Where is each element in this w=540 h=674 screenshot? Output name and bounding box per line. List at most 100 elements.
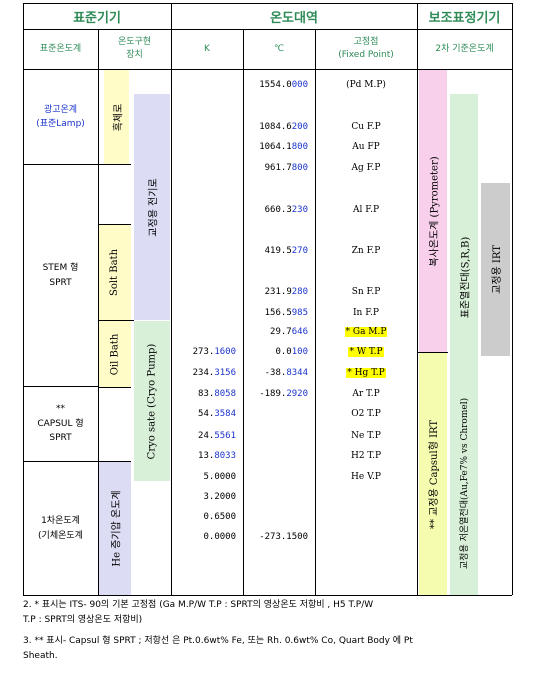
kelvin-value-frac: 3156 xyxy=(214,368,236,378)
device-calib-furnace-label: 교정용 전기로 xyxy=(148,177,160,237)
std-capsul: ** CAPSUL 형 SPRT xyxy=(23,387,98,461)
fixed-point: * W T.P xyxy=(316,347,416,357)
header-aux: 보조표정기기 xyxy=(428,10,501,26)
header-range: 온도대역 xyxy=(270,10,318,26)
std-gas-line2: (기체온도계 xyxy=(38,530,83,541)
kelvin-value-int: 13. xyxy=(198,451,215,461)
subheader-celsius: ℃ xyxy=(273,43,285,54)
celsius-value-int: 1554.0 xyxy=(259,80,292,90)
fixed-point: He V.P xyxy=(316,472,416,482)
cryostat-block xyxy=(134,321,170,481)
subheader-device-line2: 장치 xyxy=(126,50,143,60)
celsius-value-frac: 985 xyxy=(291,308,308,318)
col-border-std xyxy=(98,29,99,595)
celsius-value: 156.5985 xyxy=(246,308,308,318)
fixed-point-label: Sn F.P xyxy=(351,287,381,297)
kelvin-value-frac: 5561 xyxy=(214,431,236,441)
note-3-line1: 3. ** 표시- Capsul 형 SPRT ; 저항선 은 Pt.0.6wt… xyxy=(23,636,413,646)
row-divider-oil xyxy=(98,320,134,321)
fixed-point: (Pd M.P) xyxy=(316,80,416,90)
celsius-value: 1064.1800 xyxy=(246,142,308,152)
row-divider-bath xyxy=(98,224,131,225)
note-2-line2: T.P : SPRT의 영상온도 저항비) xyxy=(23,615,143,626)
fixed-point: * Hg T.P xyxy=(316,368,416,378)
kelvin-value: 3.2000 xyxy=(176,492,236,502)
aux-low-tc: 교정용 저온열전대(Au,Fe7% vs Chromel) xyxy=(450,372,478,595)
col-border-fp xyxy=(417,3,418,595)
celsius-value-frac: 200 xyxy=(291,122,308,132)
header-standard: 표준기기 xyxy=(73,10,121,26)
celsius-value: 1084.6200 xyxy=(246,122,308,132)
kelvin-value-int: 234. xyxy=(192,368,215,378)
celsius-value-int: -38. xyxy=(264,368,287,378)
subheader-fixed-line1: 고정점 xyxy=(353,37,379,48)
kelvin-value-int: 24. xyxy=(198,431,215,441)
aux-irt: 교정용 IRT xyxy=(481,183,510,356)
device-calib-furnace: 교정용 전기로 xyxy=(134,94,170,320)
aux-pyrometer: 복사온도계 (Pyrometer) xyxy=(419,70,447,352)
std-sprt: STEM 형 SPRT xyxy=(23,165,98,386)
col-border-right xyxy=(512,3,513,595)
aux-capsul-irt-label: ** 교정용 Capsul형 IRT xyxy=(429,419,441,529)
row-divider-he xyxy=(98,461,131,462)
note-2: 2. * 표시는 ITS- 90의 기본 고정점 (Ga M.P/W T.P :… xyxy=(23,598,523,629)
celsius-value-frac: 800 xyxy=(291,163,308,173)
kelvin-value: 0.0000 xyxy=(176,532,236,542)
row-divider-oil-bottom xyxy=(98,387,131,388)
note-3-line2: Sheath. xyxy=(23,651,58,662)
kelvin-value: 234.3156 xyxy=(176,368,236,378)
oil-bath-block xyxy=(99,321,131,387)
fixed-point: Al F.P xyxy=(316,205,416,215)
note-3: 3. ** 표시- Capsul 형 SPRT ; 저항선 은 Pt.0.6wt… xyxy=(23,634,523,665)
fixed-point-label: * Hg T.P xyxy=(346,368,386,378)
kelvin-value-int: 83. xyxy=(198,389,215,399)
aux-srb-label: 표준열전대(S,R,B) xyxy=(460,236,472,318)
std-gas: 1차온도계 (기체온도계 xyxy=(23,462,98,595)
fixed-point-label: * W T.P xyxy=(348,347,384,357)
celsius-value: 419.5270 xyxy=(246,246,308,256)
capsul-irt-block xyxy=(419,353,447,595)
celsius-value-int: 0.0 xyxy=(275,347,292,357)
fixed-point-label: He V.P xyxy=(351,472,381,482)
device-he-gas-label: He 증기압 온도계 xyxy=(111,490,123,567)
kelvin-value: 54.3584 xyxy=(176,409,236,419)
kelvin-value-int: 3.2000 xyxy=(203,492,236,502)
celsius-value-frac: 646 xyxy=(291,327,308,337)
kelvin-value: 5.0000 xyxy=(176,472,236,482)
std-sprt-line1: STEM 형 xyxy=(42,263,79,274)
subheader-fixed: 고정점 (Fixed Point) xyxy=(315,29,417,69)
fixed-point: Sn F.P xyxy=(316,287,416,297)
fixed-point: Ag F.P xyxy=(316,163,416,173)
celsius-value-int: 419.5 xyxy=(264,246,292,256)
celsius-value-frac: 8344 xyxy=(286,368,308,378)
pyrometer-block xyxy=(419,70,447,352)
calib-furnace-block xyxy=(134,94,170,320)
fixed-point-label: Al F.P xyxy=(353,205,379,215)
device-salt-bath: Solt Bath xyxy=(99,224,131,320)
row-divider-aux xyxy=(418,352,448,353)
salt-bath-block xyxy=(99,224,131,320)
celsius-value-int: -273.1500 xyxy=(259,532,308,542)
celsius-value: 660.3230 xyxy=(246,205,308,215)
kelvin-value-frac: 1600 xyxy=(214,347,236,357)
celsius-value: 29.7646 xyxy=(246,327,308,337)
aux-pyrometer-label: 복사온도계 (Pyrometer) xyxy=(429,155,441,267)
fixed-point: Zn F.P xyxy=(316,246,416,256)
aux-capsul-irt: ** 교정용 Capsul형 IRT xyxy=(419,353,447,595)
aux-low-tc-label: 교정용 저온열전대(Au,Fe7% vs Chromel) xyxy=(460,397,471,570)
kelvin-value: 273.1600 xyxy=(176,347,236,357)
row-divider-lamp xyxy=(23,164,131,165)
kelvin-value: 24.5561 xyxy=(176,431,236,441)
fixed-point-label: Au FP xyxy=(352,142,380,152)
std-lamp-line1: 광고온계 xyxy=(43,104,78,115)
kelvin-value: 83.8058 xyxy=(176,389,236,399)
std-gas-line1: 1차온도계 xyxy=(41,516,80,527)
fixed-point-label: Cu F.P xyxy=(351,122,381,132)
celsius-value-int: 660.3 xyxy=(264,205,292,215)
celsius-value: -273.1500 xyxy=(246,532,308,542)
subheader-device-line1: 온도구현 xyxy=(117,37,152,48)
std-lamp-line2: (표준Lamp) xyxy=(36,119,85,129)
celsius-value-int: 1064.1 xyxy=(259,142,292,152)
std-lamp: 광고온계 (표준Lamp) xyxy=(23,70,98,164)
celsius-value: 231.9280 xyxy=(246,287,308,297)
